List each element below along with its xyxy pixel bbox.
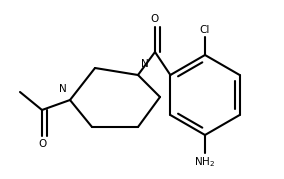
Text: Cl: Cl [200,25,210,35]
Text: O: O [151,14,159,24]
Text: N: N [59,84,67,94]
Text: N: N [141,59,149,69]
Text: NH$_2$: NH$_2$ [195,155,216,169]
Text: O: O [38,139,46,149]
